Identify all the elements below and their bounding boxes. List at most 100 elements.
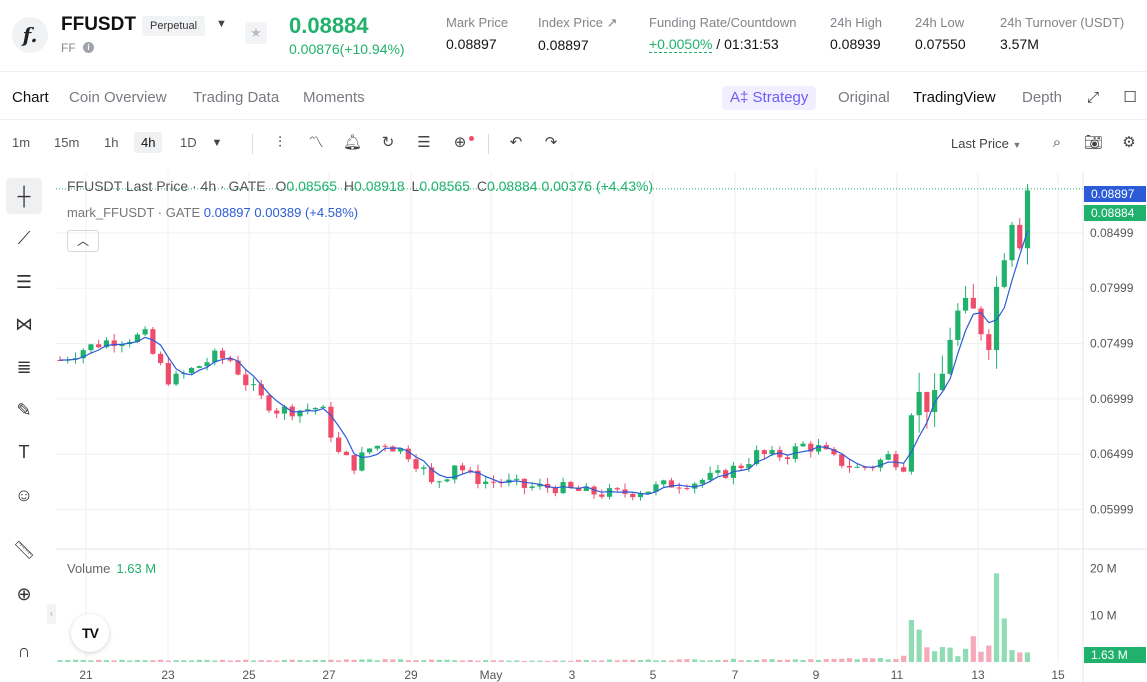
volume-bar <box>452 660 458 662</box>
tab-moments[interactable]: Moments <box>303 89 365 106</box>
legend-high: 0.08918 <box>354 178 405 194</box>
candle-body <box>885 454 891 460</box>
mark-legend-name: mark_FFUSDT · GATE <box>67 205 201 220</box>
strategy-button[interactable]: A‡ Strategy <box>722 86 817 110</box>
candle-body <box>699 479 706 484</box>
zoom-in-icon[interactable]: ⊕ <box>16 583 32 604</box>
volume-bar <box>490 660 497 662</box>
emoji-icon[interactable]: ☺ <box>14 484 34 505</box>
candle-body <box>986 334 992 350</box>
templates-icon[interactable]: ☰ <box>417 134 431 151</box>
candle-body <box>266 395 272 411</box>
price-tags: 0.08897 0.08884 1.63 M <box>1084 186 1146 663</box>
time-tick-label: 27 <box>322 668 336 682</box>
chart-grid <box>56 172 1083 662</box>
price-type-select[interactable]: Last Price ▼ <box>951 136 1022 151</box>
funding-rate-value[interactable]: +0.0050% <box>649 36 713 53</box>
volume-bar <box>645 659 651 662</box>
ohlc-legend: FFUSDT Last Price · 4h · GATE O0.08565 H… <box>67 178 653 194</box>
price-chart[interactable]: 0.08499 0.07999 0.07499 0.06999 0.06499 0.059… <box>56 172 1147 682</box>
chevron-down-icon[interactable]: ▼ <box>216 18 227 30</box>
text-icon[interactable]: T <box>18 441 30 462</box>
price-axis[interactable]: 0.08499 0.07999 0.07499 0.06999 0.06499 0.059… <box>1090 226 1134 516</box>
alert-bell-icon[interactable]: 🔔︎ <box>343 134 363 151</box>
fullscreen-icon[interactable]: ⤢ <box>1086 89 1099 106</box>
candle-body <box>916 391 922 416</box>
candle-body <box>901 467 907 472</box>
brush-icon[interactable]: ✎ <box>16 399 32 420</box>
interval-1h[interactable]: 1h <box>104 135 119 150</box>
volume-bar <box>250 660 257 662</box>
candle-body <box>219 350 226 359</box>
chevron-down-icon: ▼ <box>1012 140 1022 150</box>
interval-15m[interactable]: 15m <box>54 135 80 150</box>
time-tick-label: 15 <box>1051 668 1065 682</box>
volume-value: 1.63 M <box>116 561 157 576</box>
time-axis[interactable]: 21 23 25 27 29 May 3 5 7 9 11 13 15 <box>79 668 1065 682</box>
fib-icon[interactable]: ≣ <box>16 356 32 377</box>
tab-original[interactable]: Original <box>838 89 890 106</box>
horizontal-lines-icon[interactable]: ☰ <box>15 271 33 292</box>
interval-1d[interactable]: 1D <box>180 135 197 150</box>
candle-body <box>281 406 288 414</box>
gear-icon[interactable]: ⚙ <box>1122 134 1136 151</box>
window-icon[interactable]: ☐ <box>1123 89 1137 106</box>
candle-body <box>96 344 102 348</box>
volume-bar <box>692 659 698 662</box>
pattern-icon[interactable]: ⋈ <box>15 313 33 334</box>
tab-chart[interactable]: Chart <box>12 89 49 106</box>
collapse-toolbar-icon[interactable]: ‹ <box>47 604 56 624</box>
candle-body <box>274 410 280 414</box>
volume-bar <box>723 659 729 662</box>
candle-body <box>421 467 427 469</box>
volume-bar <box>390 659 396 662</box>
interval-4h[interactable]: 4h <box>134 132 163 153</box>
camera-icon[interactable]: 📷︎ <box>1084 134 1104 151</box>
time-tick-label: May <box>480 668 503 682</box>
trend-line-icon[interactable]: ⟋ <box>17 227 31 248</box>
tab-tradingview[interactable]: TradingView <box>913 89 996 106</box>
volume-bar <box>374 660 380 662</box>
chevron-down-icon[interactable]: ▼ <box>211 137 223 149</box>
tab-depth[interactable]: Depth <box>1022 89 1063 106</box>
candle-body <box>188 367 195 374</box>
candle-body <box>235 360 241 375</box>
volume-bar <box>877 658 884 662</box>
candle-body <box>568 482 574 488</box>
volume-tick-label: 10 M <box>1090 608 1117 622</box>
time-tick-label: 11 <box>891 668 904 682</box>
undo-icon[interactable]: ↶ <box>509 134 523 151</box>
volume-bar <box>351 659 357 662</box>
volume-bar <box>870 658 876 662</box>
add-plus-icon[interactable]: ⊕ <box>453 134 467 151</box>
candle-type-icon[interactable]: ⫶ <box>278 134 282 151</box>
ruler-icon[interactable]: 📏︎ <box>12 539 36 560</box>
chart-tabs: Chart Coin Overview Trading Data Moments… <box>0 76 1147 120</box>
volume-bar <box>119 659 125 662</box>
tab-coin-overview[interactable]: Coin Overview <box>69 89 167 106</box>
time-tick-label: 25 <box>242 668 256 682</box>
symbol-selector[interactable]: FFUSDT <box>61 14 136 35</box>
favorite-star-icon[interactable]: ★ <box>245 22 267 44</box>
candle-body <box>397 448 404 452</box>
info-icon[interactable]: i <box>83 42 94 53</box>
redo-icon[interactable]: ↷ <box>544 134 558 151</box>
volume-bar <box>235 660 241 662</box>
candle-body <box>962 297 969 311</box>
stat-index-price[interactable]: Index Price ↗ 0.08897 <box>538 15 618 53</box>
interval-1m[interactable]: 1m <box>12 135 31 150</box>
candle-body <box>351 455 357 471</box>
replay-icon[interactable]: ↻ <box>381 134 395 151</box>
tradingview-logo[interactable]: TV <box>71 614 109 652</box>
magnet-icon[interactable]: ∩ <box>17 640 31 661</box>
crosshair-icon[interactable]: ┼ <box>6 178 42 214</box>
volume-bar <box>529 660 535 662</box>
search-icon[interactable]: ⌕ <box>1052 134 1062 151</box>
indicators-icon[interactable]: 〽 <box>308 134 324 151</box>
tab-trading-data[interactable]: Trading Data <box>193 89 280 106</box>
collapse-legend-button[interactable]: ︿ <box>67 230 99 252</box>
volume-bar <box>738 660 744 662</box>
candle-body <box>684 488 690 490</box>
time-tick-label: 23 <box>161 668 175 682</box>
candle-body <box>258 384 264 396</box>
